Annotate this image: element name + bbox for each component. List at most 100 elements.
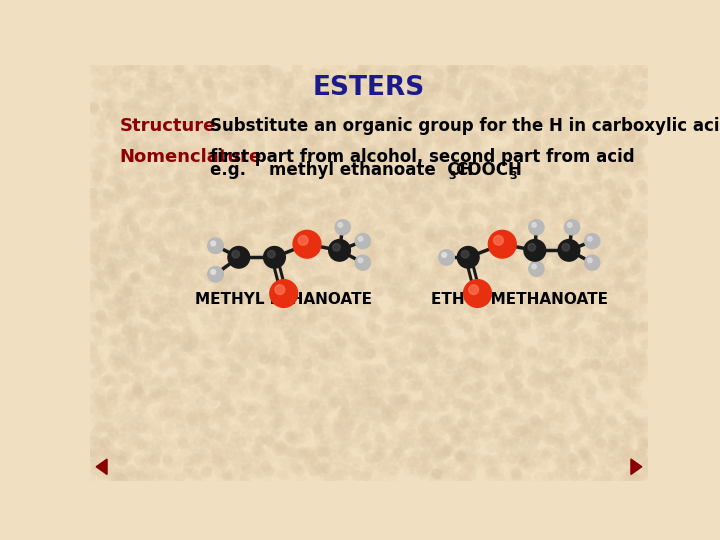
Point bbox=[601, 281, 613, 289]
Point bbox=[141, 198, 153, 206]
Point bbox=[544, 143, 556, 151]
Point bbox=[365, 264, 377, 273]
Point bbox=[492, 176, 503, 184]
Point bbox=[282, 395, 294, 404]
Point bbox=[623, 326, 634, 335]
Point bbox=[140, 143, 152, 152]
Point bbox=[401, 68, 413, 77]
Point bbox=[409, 138, 420, 146]
Point bbox=[515, 120, 526, 129]
Point bbox=[642, 468, 653, 476]
Point bbox=[580, 230, 592, 239]
Point bbox=[92, 168, 104, 177]
Point bbox=[225, 450, 237, 459]
Point bbox=[485, 212, 497, 221]
Point bbox=[122, 423, 134, 432]
Point bbox=[300, 102, 312, 110]
Point bbox=[374, 453, 385, 462]
Point bbox=[305, 291, 317, 300]
Point bbox=[474, 324, 486, 333]
Point bbox=[143, 265, 154, 273]
Point bbox=[457, 373, 469, 382]
Point bbox=[431, 332, 442, 340]
Point bbox=[343, 91, 355, 100]
Point bbox=[531, 363, 542, 372]
Point bbox=[611, 135, 622, 144]
Point bbox=[293, 110, 305, 118]
Point bbox=[640, 357, 652, 366]
Point bbox=[155, 242, 166, 251]
Point bbox=[555, 288, 567, 296]
Point bbox=[216, 317, 228, 326]
Point bbox=[479, 289, 490, 298]
Point bbox=[465, 127, 477, 136]
Point bbox=[207, 219, 219, 227]
Point bbox=[550, 206, 562, 214]
Point bbox=[370, 98, 382, 107]
Point bbox=[417, 269, 428, 278]
Point bbox=[626, 362, 638, 370]
Point bbox=[517, 420, 528, 429]
Point bbox=[599, 363, 611, 372]
Point bbox=[320, 209, 331, 218]
Point bbox=[271, 376, 282, 384]
Point bbox=[374, 231, 385, 239]
Point bbox=[567, 320, 578, 329]
Point bbox=[265, 192, 276, 200]
Point bbox=[318, 351, 330, 360]
Point bbox=[563, 330, 575, 339]
Point bbox=[569, 396, 580, 404]
Point bbox=[135, 73, 147, 82]
Point bbox=[624, 220, 636, 228]
Point bbox=[115, 184, 127, 192]
Point bbox=[419, 79, 431, 87]
Point bbox=[408, 368, 419, 377]
Point bbox=[410, 408, 421, 416]
Point bbox=[239, 333, 251, 342]
Point bbox=[89, 98, 101, 107]
Point bbox=[576, 208, 588, 217]
Point bbox=[467, 180, 479, 189]
Point bbox=[262, 165, 274, 173]
Point bbox=[558, 320, 570, 329]
Point bbox=[547, 304, 559, 313]
Point bbox=[510, 438, 521, 447]
Point bbox=[372, 446, 384, 454]
Point bbox=[590, 399, 601, 408]
Point bbox=[511, 381, 523, 389]
Point bbox=[423, 127, 434, 136]
Point bbox=[322, 119, 333, 127]
Point bbox=[490, 261, 502, 269]
Point bbox=[266, 313, 278, 322]
Point bbox=[493, 347, 505, 355]
Point bbox=[425, 315, 436, 323]
Point bbox=[579, 360, 590, 369]
Point bbox=[235, 368, 247, 376]
Point bbox=[492, 130, 503, 138]
Circle shape bbox=[211, 269, 215, 274]
Point bbox=[245, 203, 256, 212]
Point bbox=[307, 384, 319, 393]
Point bbox=[346, 408, 358, 416]
Point bbox=[214, 238, 225, 247]
Point bbox=[323, 380, 334, 389]
Point bbox=[532, 393, 544, 401]
Point bbox=[534, 118, 545, 127]
Point bbox=[163, 233, 174, 241]
Point bbox=[253, 225, 265, 234]
Point bbox=[545, 133, 557, 141]
Point bbox=[164, 88, 176, 97]
Point bbox=[489, 84, 500, 93]
Point bbox=[437, 426, 449, 435]
Point bbox=[618, 71, 629, 79]
Point bbox=[322, 240, 333, 248]
Point bbox=[345, 195, 356, 204]
Point bbox=[318, 366, 329, 375]
Point bbox=[317, 468, 328, 476]
Point bbox=[619, 475, 631, 484]
Point bbox=[333, 328, 345, 337]
Point bbox=[252, 319, 264, 327]
Point bbox=[387, 133, 399, 142]
Point bbox=[503, 126, 515, 134]
Point bbox=[314, 446, 325, 455]
